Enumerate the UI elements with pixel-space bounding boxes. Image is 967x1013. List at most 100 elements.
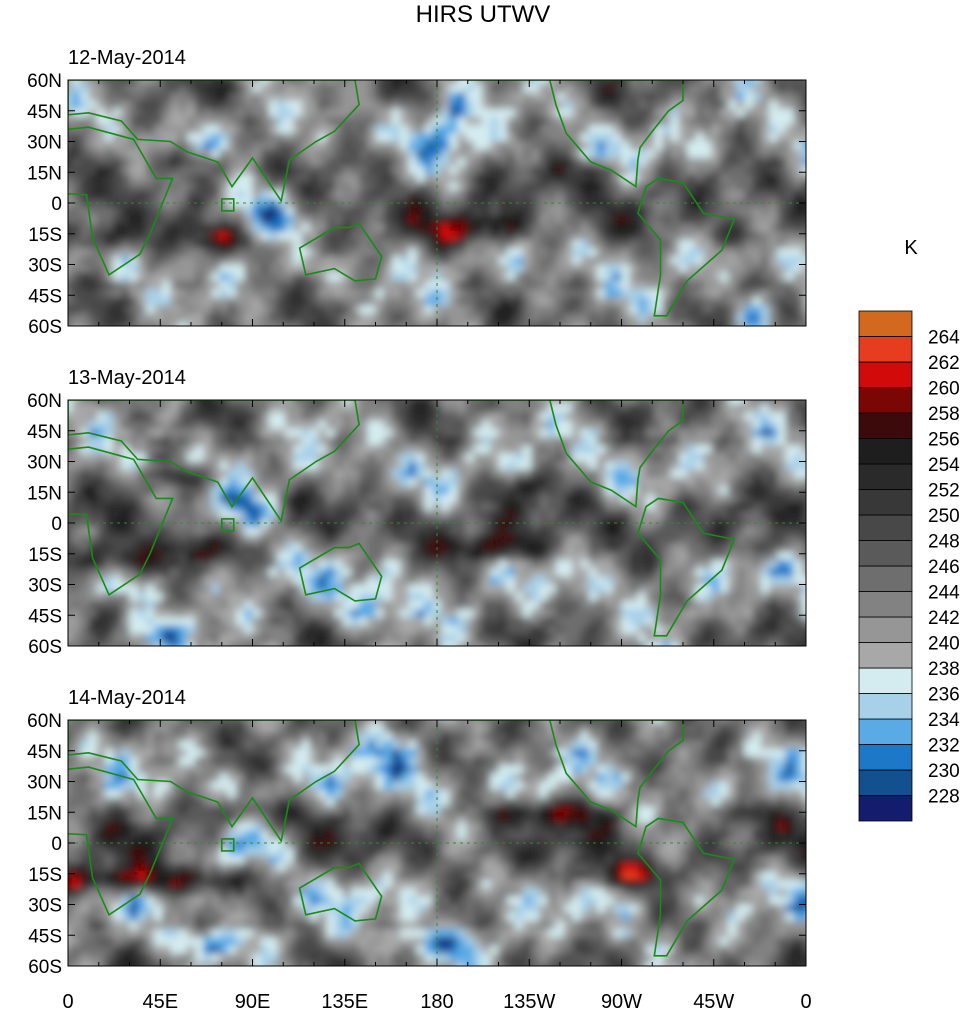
y-tick-label: 45N	[27, 422, 62, 443]
colorbar-label: 230	[928, 761, 960, 782]
colorbar-swatch	[858, 463, 913, 490]
y-tick-label: 0	[51, 514, 62, 535]
y-tick-label: 60S	[28, 957, 62, 978]
colorbar-swatch	[858, 744, 913, 771]
colorbar-swatch	[858, 616, 913, 643]
colorbar-label: 236	[928, 685, 960, 706]
y-tick-label: 30N	[27, 773, 62, 794]
x-tick-label: 180	[420, 991, 453, 1013]
australia-outline	[298, 222, 383, 282]
colorbar-swatch	[858, 361, 913, 388]
map-panel: 12-May-2014 60N 45N 30N 15N 0 15S 30S 45S 60S	[27, 47, 807, 338]
colorbar-units-label: K	[904, 237, 918, 259]
y-tick-label: 45N	[27, 102, 62, 123]
panel-date-label: 13-May-2014	[68, 367, 186, 389]
colorbar-label: 258	[928, 404, 960, 425]
region-marker	[220, 518, 235, 532]
colorbar-swatch	[858, 565, 913, 592]
colorbar-label: 254	[928, 455, 960, 476]
x-axis: 0 45E 90E 135E 180 135W 90W 45W 0	[62, 991, 811, 1013]
colorbar-swatch	[858, 514, 913, 541]
north-america-outline	[467, 400, 684, 509]
x-tick-label: 90W	[601, 991, 642, 1013]
colorbar-label: 264	[928, 328, 960, 349]
colorbar-label: 232	[928, 736, 960, 757]
eurasia-outline	[68, 80, 360, 203]
colorbar-swatch	[858, 795, 913, 822]
colorbar: 228 230 232 234 236 238 240 242 244 246 248 250 252 2…	[858, 310, 960, 822]
colorbar-label: 248	[928, 532, 960, 553]
y-tick-label: 45S	[28, 926, 62, 947]
x-tick-label: 135E	[321, 991, 368, 1013]
x-tick-label: 45W	[693, 991, 734, 1013]
colorbar-swatch	[858, 438, 913, 465]
temperature-field	[68, 720, 806, 966]
colorbar-swatch	[858, 591, 913, 618]
colorbar-swatch	[858, 693, 913, 720]
y-tick-label: 60S	[28, 317, 62, 338]
x-tick-label: 45E	[142, 991, 178, 1013]
colorbar-label: 246	[928, 557, 960, 578]
y-tick-label: 15S	[28, 545, 62, 566]
colorbar-label: 228	[928, 787, 960, 808]
x-tick-label: 90E	[235, 991, 271, 1013]
australia-outline	[298, 542, 383, 602]
y-tick-label: 45S	[28, 606, 62, 627]
colorbar-label: 240	[928, 634, 960, 655]
colorbar-swatch	[858, 412, 913, 439]
south-america-outline	[637, 177, 736, 317]
colorbar-swatch	[858, 769, 913, 796]
map-panels: 12-May-2014 60N 45N 30N 15N 0 15S 30S 45S 60S 13-M…	[27, 47, 807, 978]
y-tick-label: 15N	[27, 163, 62, 184]
eurasia-outline	[68, 720, 360, 844]
temperature-field	[68, 80, 806, 326]
colorbar-label: 250	[928, 506, 960, 527]
temperature-field	[68, 400, 806, 646]
map-panel: 14-May-2014 60N 45N 30N 15N 0 15S 30S 45S 60S	[27, 687, 807, 978]
africa-outline	[68, 446, 174, 596]
x-tick-label: 0	[800, 991, 811, 1013]
y-tick-label: 45S	[28, 286, 62, 307]
panel-date-label: 14-May-2014	[68, 687, 186, 709]
colorbar-swatch	[858, 336, 913, 363]
y-tick-label: 60N	[27, 711, 62, 732]
africa-outline	[68, 766, 174, 916]
colorbar-label: 260	[928, 379, 960, 400]
eurasia-outline	[68, 400, 360, 524]
y-tick-label: 30S	[28, 576, 62, 597]
y-tick-label: 0	[51, 834, 62, 855]
colorbar-swatch	[858, 387, 913, 414]
colorbar-label: 262	[928, 353, 960, 374]
y-tick-label: 30S	[28, 256, 62, 277]
colorbar-label: 244	[928, 583, 960, 604]
y-tick-label: 60S	[28, 637, 62, 658]
colorbar-swatch	[858, 642, 913, 669]
colorbar-label: 256	[928, 430, 960, 451]
y-tick-label: 60N	[27, 391, 62, 412]
colorbar-swatch	[858, 310, 913, 337]
y-tick-label: 60N	[27, 71, 62, 92]
x-tick-label: 0	[62, 991, 73, 1013]
region-marker	[220, 198, 235, 212]
y-tick-label: 30N	[27, 453, 62, 474]
australia-outline	[298, 862, 383, 922]
colorbar-swatch	[858, 540, 913, 567]
region-marker	[220, 838, 235, 852]
colorbar-label: 252	[928, 481, 960, 502]
colorbar-label: 234	[928, 710, 960, 731]
y-tick-label: 15S	[28, 865, 62, 886]
y-tick-label: 45N	[27, 742, 62, 763]
colorbar-label: 242	[928, 608, 960, 629]
y-tick-label: 0	[51, 194, 62, 215]
y-tick-label: 15N	[27, 803, 62, 824]
colorbar-swatch	[858, 667, 913, 694]
south-america-outline	[637, 817, 736, 957]
panel-date-label: 12-May-2014	[68, 47, 186, 69]
y-tick-label: 15S	[28, 225, 62, 246]
north-america-outline	[467, 720, 684, 829]
y-tick-label: 30N	[27, 133, 62, 154]
colorbar-label: 238	[928, 659, 960, 680]
colorbar-swatch	[858, 718, 913, 745]
africa-outline	[68, 126, 174, 276]
